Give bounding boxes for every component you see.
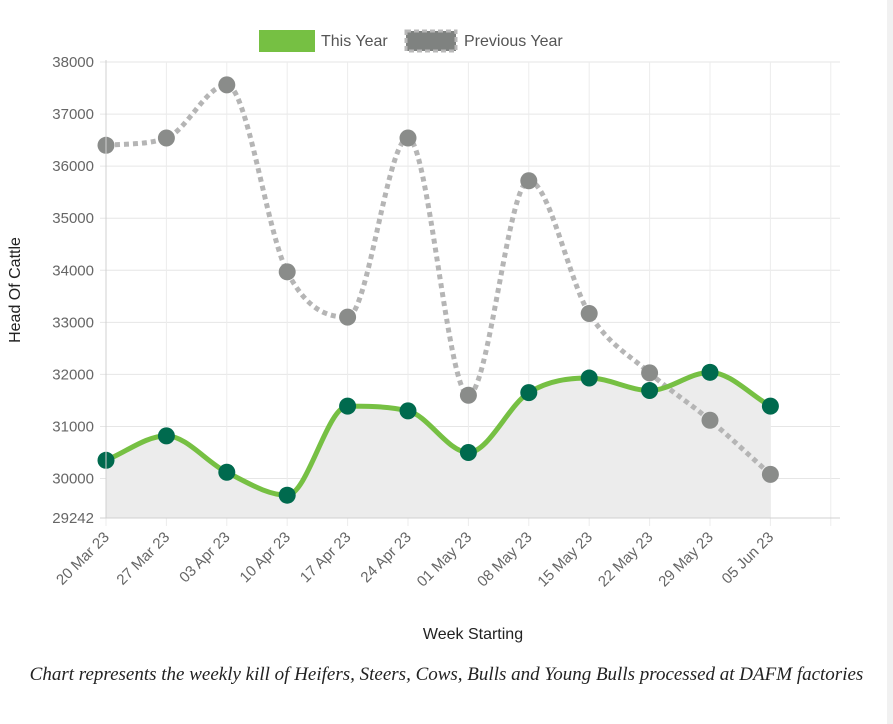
point-previous-year <box>580 304 598 322</box>
point-this-year <box>157 427 175 445</box>
point-previous-year <box>218 76 236 94</box>
point-this-year <box>399 402 417 420</box>
chart-caption: Chart represents the weekly kill of Heif… <box>29 664 864 685</box>
x-tick-label: 20 Mar 23 <box>53 529 113 589</box>
y-tick-label: 32000 <box>52 366 94 383</box>
point-this-year <box>641 382 659 400</box>
x-tick-label: 17 Apr 23 <box>297 529 354 586</box>
x-tick-label: 08 May 23 <box>474 529 536 591</box>
x-axis-title: Week Starting <box>423 626 523 643</box>
point-this-year <box>218 463 236 481</box>
data-points <box>97 76 779 504</box>
x-tick-label: 03 Apr 23 <box>176 529 233 586</box>
x-tick-label: 15 May 23 <box>534 529 596 591</box>
point-previous-year <box>641 364 659 382</box>
x-tick-label: 27 Mar 23 <box>113 529 173 589</box>
x-tick-label: 22 May 23 <box>595 529 657 591</box>
legend-label-previous-year: Previous Year <box>464 33 563 50</box>
y-tick-label: 31000 <box>52 418 94 435</box>
point-previous-year <box>278 263 296 281</box>
y-tick-label: 29242 <box>52 510 94 527</box>
axes: 29242 30000 31000 32000 33000 34000 35000 36000… <box>7 54 840 643</box>
fill-area <box>106 372 771 518</box>
point-this-year <box>339 397 357 415</box>
point-previous-year <box>701 411 719 429</box>
point-this-year <box>761 397 779 415</box>
point-previous-year <box>520 172 538 190</box>
point-previous-year <box>459 386 477 404</box>
point-previous-year <box>339 308 357 326</box>
x-tick-label: 10 Apr 23 <box>237 529 294 586</box>
point-previous-year <box>157 129 175 147</box>
scroll-edge <box>887 0 893 724</box>
y-tick-label: 33000 <box>52 314 94 331</box>
y-tick-label: 30000 <box>52 471 94 488</box>
y-tick-label: 37000 <box>52 106 94 123</box>
x-tick-label: 05 Jun 23 <box>719 529 778 588</box>
point-this-year <box>459 444 477 462</box>
point-this-year <box>520 384 538 402</box>
x-tick-label: 01 May 23 <box>414 529 476 591</box>
legend-swatch-previous-year <box>404 29 458 53</box>
legend[interactable]: This Year Previous Year <box>259 29 563 53</box>
y-tick-label: 34000 <box>52 262 94 279</box>
legend-swatch-this-year <box>259 30 315 52</box>
point-this-year <box>278 486 296 504</box>
series-line-previous-year <box>105 82 773 477</box>
point-this-year <box>701 363 719 381</box>
x-tick-label: 24 Apr 23 <box>357 529 414 586</box>
y-tick-label: 38000 <box>52 54 94 71</box>
point-previous-year <box>399 129 417 147</box>
point-this-year <box>580 369 598 387</box>
legend-label-this-year: This Year <box>321 33 388 50</box>
y-tick-label: 36000 <box>52 158 94 175</box>
point-previous-year <box>761 465 779 483</box>
y-axis-title: Head Of Cattle <box>7 237 24 343</box>
line-chart: 29242 30000 31000 32000 33000 34000 35000 36000… <box>7 29 840 643</box>
y-tick-label: 35000 <box>52 210 94 227</box>
series-area-this-year <box>106 372 771 518</box>
x-tick-label: 29 May 23 <box>655 529 717 591</box>
